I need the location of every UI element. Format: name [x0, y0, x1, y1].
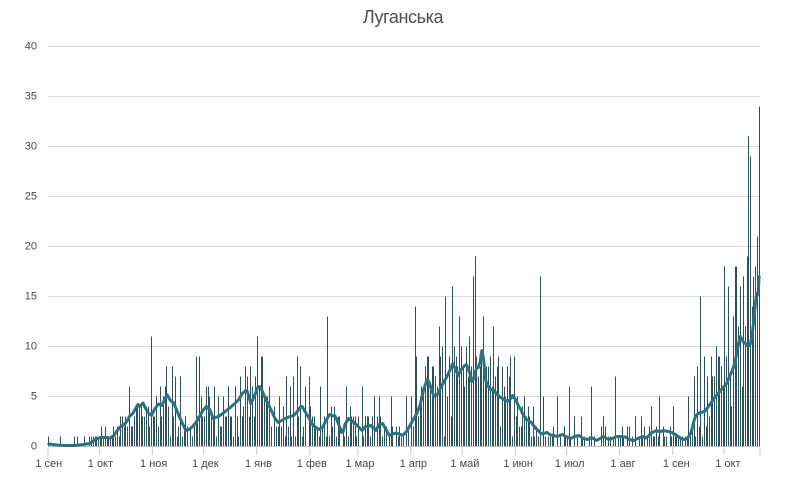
- svg-text:35: 35: [25, 91, 37, 103]
- svg-text:1 сен: 1 сен: [35, 458, 62, 470]
- svg-text:30: 30: [25, 141, 37, 153]
- svg-text:1 ноя: 1 ноя: [140, 458, 167, 470]
- svg-text:1 апр: 1 апр: [400, 458, 427, 470]
- svg-text:1 май: 1 май: [450, 458, 479, 470]
- svg-text:1 окт: 1 окт: [715, 458, 740, 470]
- svg-text:1 сен: 1 сен: [663, 458, 690, 470]
- svg-text:25: 25: [25, 191, 37, 203]
- svg-text:1 июн: 1 июн: [503, 458, 533, 470]
- svg-text:0: 0: [31, 441, 37, 453]
- svg-text:1 окт: 1 окт: [88, 458, 113, 470]
- svg-text:20: 20: [25, 241, 37, 253]
- svg-text:10: 10: [25, 341, 37, 353]
- svg-text:1 дек: 1 дек: [192, 458, 219, 470]
- svg-text:1 фев: 1 фев: [297, 458, 327, 470]
- svg-text:1 авг: 1 авг: [610, 458, 635, 470]
- svg-text:Луганська: Луганська: [363, 7, 445, 27]
- svg-text:15: 15: [25, 291, 37, 303]
- svg-text:1 мар: 1 мар: [346, 458, 375, 470]
- svg-text:1 июл: 1 июл: [555, 458, 585, 470]
- svg-text:40: 40: [25, 41, 37, 53]
- svg-text:5: 5: [31, 391, 37, 403]
- svg-text:1 янв: 1 янв: [245, 458, 272, 470]
